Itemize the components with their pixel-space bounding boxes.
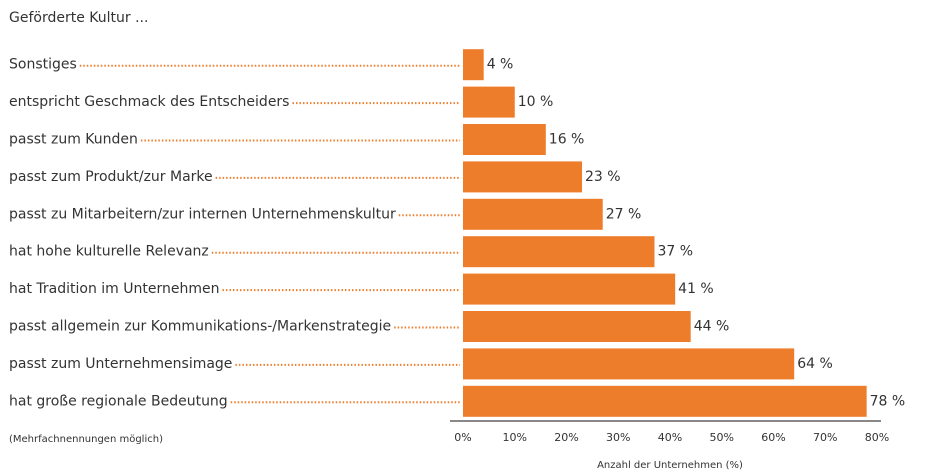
bar [463, 311, 691, 342]
x-tick-label: 60% [761, 431, 785, 444]
category-label: entspricht Geschmack des Entscheiders [9, 94, 289, 110]
bar [463, 161, 583, 193]
bar [463, 49, 484, 81]
category-label: hat große regionale Bedeutung [9, 393, 228, 409]
bar [463, 385, 867, 417]
bar [463, 236, 655, 268]
category-label: Sonstiges [9, 57, 77, 73]
bar [463, 124, 546, 155]
value-label: 10 % [518, 94, 554, 110]
value-label: 16 % [549, 132, 585, 148]
bar [463, 348, 795, 380]
bar [463, 86, 515, 118]
x-tick-label: 80% [865, 431, 889, 444]
x-tick-label: 10% [503, 431, 527, 444]
x-tick-label: 30% [606, 431, 630, 444]
category-label: passt zum Produkt/zur Marke [9, 169, 213, 185]
bar [463, 198, 603, 230]
x-tick-label: 0% [454, 431, 471, 444]
x-tick-label: 40% [658, 431, 682, 444]
category-label: hat hohe kulturelle Relevanz [9, 244, 209, 260]
category-label: passt zum Kunden [9, 132, 138, 148]
value-label: 41 % [678, 281, 714, 297]
category-label: hat Tradition im Unternehmen [9, 281, 219, 297]
x-axis-title: Anzahl der Unternehmen (%) [597, 460, 743, 471]
value-label: 44 % [694, 319, 730, 335]
value-label: 78 % [870, 393, 906, 409]
category-label: passt zum Unternehmensimage [9, 356, 232, 372]
value-label: 37 % [657, 244, 693, 260]
bar [463, 273, 676, 305]
x-tick-label: 50% [710, 431, 734, 444]
x-tick-label: 20% [554, 431, 578, 444]
value-label: 27 % [606, 206, 642, 222]
chart-title: Geförderte Kultur ... [9, 10, 148, 26]
category-label: passt zu Mitarbeitern/zur internen Unter… [9, 206, 396, 222]
value-label: 64 % [797, 356, 833, 372]
note: (Mehrfachnennungen möglich) [9, 434, 163, 445]
category-label: passt allgemein zur Kommunikations-/Mark… [9, 319, 391, 335]
value-label: 4 % [487, 57, 514, 73]
value-label: 23 % [585, 169, 621, 185]
x-tick-label: 70% [813, 431, 837, 444]
